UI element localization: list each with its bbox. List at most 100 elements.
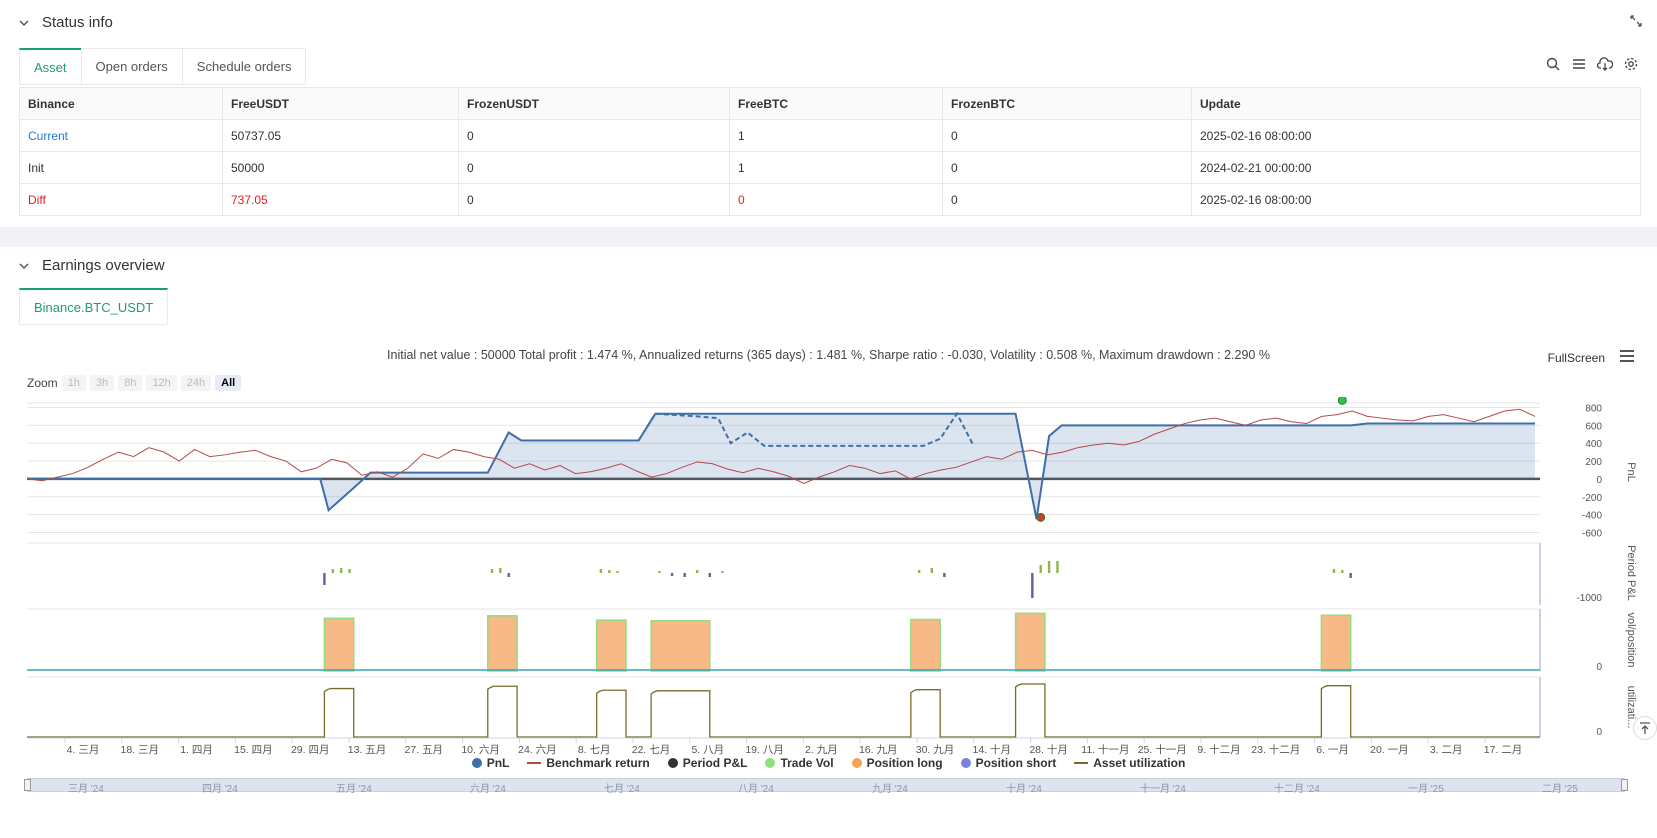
legend-item[interactable]: Asset utilization: [1074, 756, 1185, 770]
table-header-row: Binance FreeUSDT FrozenUSDT FreeBTC Froz…: [19, 87, 1641, 120]
col-header: Binance: [19, 87, 223, 120]
legend-item[interactable]: Position short: [960, 756, 1057, 770]
table-cell: 2025-02-16 08:00:00: [1191, 183, 1641, 216]
chevron-down-icon[interactable]: [18, 17, 30, 29]
x-tick-label: 8. 七月: [578, 744, 611, 756]
legend-label: Position short: [975, 756, 1057, 770]
legend-item[interactable]: Trade Vol: [765, 756, 834, 770]
y-tick-label: -1000: [1576, 593, 1602, 604]
period-pnl-bar: [490, 569, 494, 573]
period-pnl-bar: [1349, 573, 1352, 578]
period-pnl-bar: [1341, 570, 1344, 573]
tab-asset[interactable]: Asset: [19, 48, 82, 84]
x-tick-label: 13. 五月: [348, 744, 387, 756]
navigator-label: 八月 '24: [738, 784, 774, 795]
x-tick-label: 22. 七月: [632, 744, 671, 756]
zoom-controls: Zoom 1h 3h 8h 12h 24h All: [27, 375, 242, 391]
x-tick-label: 17. 二月: [1484, 744, 1523, 756]
x-tick-label: 29. 四月: [291, 744, 330, 756]
legend-marker-icon: [527, 762, 542, 764]
legend-label: PnL: [486, 756, 510, 770]
earnings-tabs: Binance.BTC_USDT: [19, 288, 169, 325]
gear-icon[interactable]: [1623, 56, 1639, 72]
list-icon[interactable]: [1571, 56, 1587, 72]
earnings-header[interactable]: Earnings overview: [18, 257, 165, 274]
legend-item[interactable]: Benchmark return: [527, 756, 650, 770]
hamburger-menu-icon[interactable]: [1619, 349, 1635, 363]
table-row: Current 50737.05 0 1 0 2025-02-16 08:00:…: [19, 119, 1641, 152]
legend-item[interactable]: Position long: [851, 756, 943, 770]
zoom-label: Zoom: [27, 376, 58, 390]
position-long-block: [650, 620, 711, 672]
zoom-24h-button[interactable]: 24h: [180, 375, 212, 391]
row-label-diff: Diff: [19, 183, 223, 216]
y-tick-label: -400: [1582, 511, 1602, 522]
zoom-3h-button[interactable]: 3h: [89, 375, 115, 391]
period-pnl-bar: [323, 573, 326, 585]
legend-marker-icon: [667, 758, 678, 768]
earnings-chart[interactable]: 800 600 400 200 0 -200 -400 -600 PnL -1000 Period …: [0, 397, 1657, 757]
scroll-to-top-button[interactable]: [1633, 716, 1657, 740]
table-cell: 0: [942, 151, 1192, 184]
position-long-block: [1014, 612, 1046, 672]
x-tick-label: 6. 一月: [1316, 744, 1349, 756]
table-toolbar: [1545, 56, 1639, 72]
legend-item[interactable]: PnL: [471, 756, 510, 770]
chevron-down-icon[interactable]: [18, 260, 30, 272]
status-header[interactable]: Status info: [18, 14, 113, 31]
zoom-8h-button[interactable]: 8h: [118, 375, 143, 391]
search-icon[interactable]: [1545, 56, 1561, 72]
x-tick-label: 25. 十一月: [1138, 743, 1187, 756]
tab-open-orders[interactable]: Open orders: [80, 48, 183, 84]
period-pnl-bar: [683, 573, 686, 577]
x-tick-label: 5. 八月: [691, 744, 724, 756]
trade-marker: [1337, 397, 1347, 405]
performance-summary: Initial net value : 50000 Total profit :…: [387, 348, 1270, 362]
tab-binance-btc-usdt[interactable]: Binance.BTC_USDT: [19, 288, 169, 324]
col-header: FreeUSDT: [222, 87, 459, 120]
legend-item[interactable]: Period P&L: [667, 756, 747, 770]
period-pnl-bar: [507, 573, 510, 577]
status-tabs: Asset Open orders Schedule orders: [19, 48, 307, 85]
navigator-label: 一月 '25: [1408, 784, 1444, 795]
navigator-label: 十二月 '24: [1274, 784, 1320, 795]
x-tick-label: 1. 四月: [180, 744, 213, 756]
period-pnl-bar: [1031, 573, 1034, 598]
period-pnl-bar: [721, 571, 724, 573]
range-navigator[interactable]: 三月 '24 四月 '24 五月 '24 六月 '24 七月 '24 八月 '24 九月 '…: [24, 778, 1628, 795]
y-tick-label: 0: [1596, 727, 1602, 738]
expand-icon[interactable]: [1629, 14, 1643, 28]
navigator-left-handle[interactable]: [24, 779, 31, 791]
arrow-up-icon: [1640, 722, 1650, 734]
col-header: FrozenUSDT: [458, 87, 730, 120]
asset-table: Binance FreeUSDT FrozenUSDT FreeBTC Froz…: [19, 87, 1641, 216]
y-tick-label: 200: [1585, 457, 1602, 468]
period-pnl-bar: [1332, 569, 1336, 573]
position-long-block: [910, 618, 941, 672]
navigator-right-handle[interactable]: [1621, 779, 1628, 791]
table-row: Diff 737.05 0 0 0 2025-02-16 08:00:00: [19, 183, 1641, 216]
pnl-dashed-line: [637, 411, 975, 447]
tab-schedule-orders[interactable]: Schedule orders: [181, 48, 307, 84]
position-long-block: [595, 619, 627, 672]
y-tick-label: 800: [1585, 403, 1602, 414]
table-cell: 0: [942, 119, 1192, 152]
zoom-all-button[interactable]: All: [215, 375, 242, 391]
zoom-12h-button[interactable]: 12h: [146, 375, 177, 391]
period-pnl-bar: [339, 568, 343, 573]
legend-marker-icon: [471, 758, 482, 768]
legend-marker-icon: [851, 758, 862, 768]
trade-marker: [1036, 512, 1046, 522]
position-long-block: [323, 617, 355, 672]
period-pnl-bar: [348, 569, 351, 573]
x-tick-label: 10. 六月: [461, 744, 500, 756]
navigator-label: 十月 '24: [1006, 784, 1042, 795]
fullscreen-button[interactable]: FullScreen: [1547, 351, 1605, 365]
cloud-download-icon[interactable]: [1597, 56, 1613, 72]
period-pnl-bar: [943, 573, 946, 577]
navigator-label: 四月 '24: [202, 784, 238, 795]
x-tick-label: 30. 九月: [916, 744, 955, 756]
row-label-current[interactable]: Current: [19, 119, 223, 152]
zoom-1h-button[interactable]: 1h: [61, 375, 86, 391]
row-label-init: Init: [19, 151, 223, 184]
